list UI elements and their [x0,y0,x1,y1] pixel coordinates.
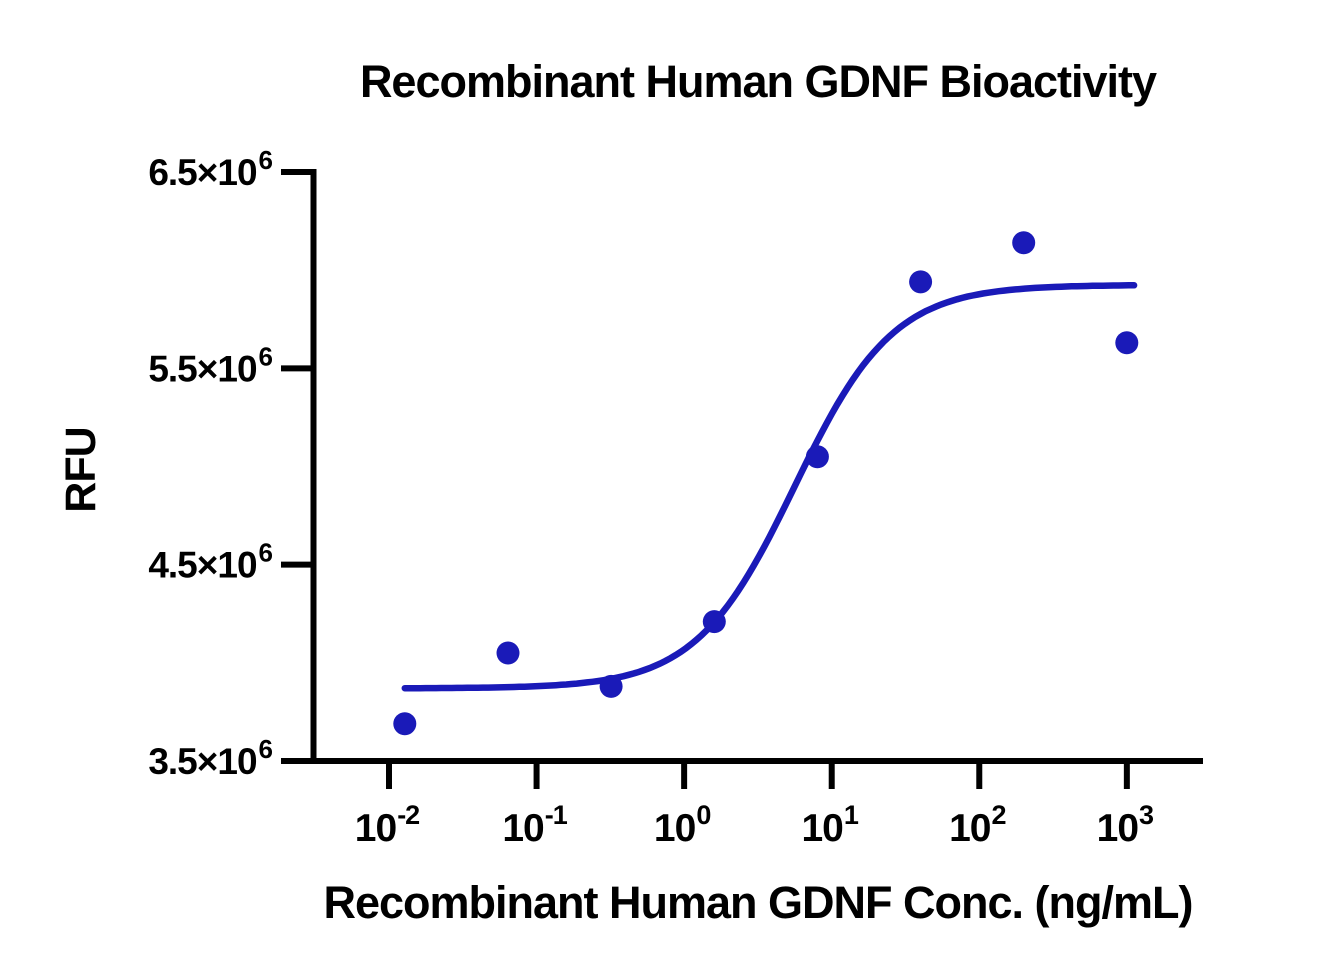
data-point-7 [1115,331,1139,355]
y-tick-labels: 3.5×106 4.5×106 5.5×106 6.5×106 [148,145,273,782]
x-tick-label-1: 10-1 [502,800,567,850]
data-point-4 [805,445,829,469]
data-point-5 [909,270,933,294]
y-tick-label-0: 3.5×106 [148,734,272,782]
fit-curve [401,282,1138,692]
y-tick-label-1: 4.5×106 [148,538,272,586]
chart-title: Recombinant Human GDNF Bioactivity [360,56,1157,107]
x-tick-label-2: 100 [654,800,710,850]
x-tick-label-3: 101 [801,800,858,850]
data-point-1 [496,641,520,665]
x-tick-label-5: 103 [1097,800,1154,850]
axes [281,169,1203,789]
x-tick-label-0: 10-2 [355,800,419,850]
y-axis-title: RFU [57,427,105,512]
y-tick-label-2: 5.5×106 [148,341,272,389]
data-point-0 [393,712,417,736]
x-tick-label-4: 102 [949,800,1005,850]
x-axis-title: Recombinant Human GDNF Conc. (ng/mL) [324,877,1193,928]
x-tick-labels: 10-2 10-1 100 101 102 103 [355,800,1155,850]
data-point-6 [1012,231,1036,255]
data-point-3 [702,610,726,634]
data-point-2 [599,674,623,698]
data-points [393,231,1139,736]
y-tick-label-3: 6.5×106 [148,145,272,193]
